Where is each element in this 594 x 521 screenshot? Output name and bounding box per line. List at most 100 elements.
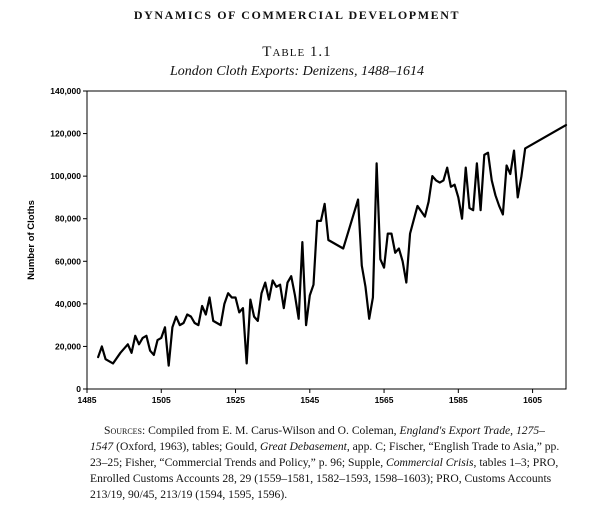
x-tick-label: 1485	[78, 395, 97, 405]
data-points	[97, 124, 567, 367]
data-point	[127, 343, 129, 345]
y-tick-label: 80,000	[55, 214, 81, 224]
data-point	[145, 335, 148, 337]
sources-text-3: , app. C; Fischer, “English Trade to Asi…	[90, 440, 560, 469]
data-point	[461, 218, 463, 220]
data-point	[487, 152, 489, 154]
data-point	[97, 356, 99, 358]
data-point	[260, 292, 263, 294]
sources-book-1: England's Export Trade, 1275–1547	[90, 424, 545, 453]
data-point	[364, 286, 367, 288]
y-tick-label: 0	[76, 384, 81, 394]
data-point	[390, 233, 393, 235]
data-point	[216, 322, 218, 324]
data-point	[220, 324, 222, 326]
data-point	[264, 281, 266, 284]
data-point	[442, 179, 445, 181]
data-point	[342, 247, 344, 250]
data-point	[454, 184, 456, 186]
data-point	[357, 198, 359, 201]
data-point	[528, 145, 530, 147]
data-point	[416, 205, 419, 207]
data-point	[164, 326, 166, 328]
data-point	[502, 213, 504, 216]
data-point	[249, 299, 251, 301]
data-point	[119, 352, 122, 354]
x-tick-label: 1505	[152, 395, 171, 405]
x-tick-label: 1525	[226, 395, 245, 405]
data-point	[223, 303, 225, 305]
data-point	[312, 284, 315, 286]
sources-book-3: Commercial Crisis	[386, 456, 474, 469]
data-point	[494, 194, 497, 196]
data-point	[179, 324, 181, 326]
data-point	[424, 215, 426, 218]
data-point	[320, 220, 322, 222]
x-tick-label: 1585	[449, 395, 468, 405]
data-point	[168, 364, 170, 367]
data-point	[520, 175, 523, 177]
data-point	[153, 354, 155, 356]
data-point	[491, 179, 493, 181]
data-point	[294, 294, 296, 296]
data-point	[517, 196, 519, 199]
data-point	[194, 322, 196, 324]
x-tick-label: 1605	[523, 395, 542, 405]
data-point	[246, 362, 248, 365]
data-point	[197, 324, 199, 326]
data-point	[190, 316, 192, 318]
sources-text-4: , tables 1–3; PRO, Enrolled Customs Acco…	[90, 456, 559, 501]
data-point	[104, 358, 107, 360]
y-tick-label: 140,000	[50, 86, 81, 96]
data-point	[268, 299, 270, 301]
data-point	[398, 247, 400, 250]
data-point	[472, 209, 474, 211]
data-point	[130, 352, 133, 354]
data-point	[186, 313, 188, 316]
data-point	[160, 337, 162, 339]
y-axis-ticks: 0 20,000 40,000 60,000 80,000 100,000 120,000 1…	[50, 86, 87, 394]
data-point	[298, 318, 300, 320]
data-point	[468, 207, 471, 209]
running-head: DYNAMICS OF COMMERCIAL DEVELOPMENT	[133, 8, 461, 22]
y-tick-label: 100,000	[50, 171, 81, 181]
data-point	[531, 143, 534, 145]
data-point	[524, 147, 526, 150]
data-point	[283, 307, 285, 309]
data-point	[149, 350, 151, 352]
data-point	[327, 239, 329, 241]
data-point	[435, 179, 437, 181]
data-point	[405, 281, 407, 284]
data-point	[505, 164, 508, 167]
data-point	[324, 203, 326, 205]
data-point	[498, 205, 500, 207]
data-point	[290, 275, 292, 277]
data-point	[182, 322, 185, 324]
data-point	[275, 286, 277, 288]
y-axis-title: Number of Cloths	[26, 200, 37, 280]
series-line-denizen-exports	[97, 123, 568, 367]
data-point	[279, 284, 281, 286]
data-point	[383, 267, 385, 269]
y-tick-label: 60,000	[55, 256, 81, 266]
data-point	[379, 258, 381, 260]
sources-text-1: : Compiled from E. M. Carus-Wilson and O…	[142, 424, 400, 437]
data-point	[361, 264, 363, 267]
data-point	[238, 311, 240, 313]
data-point	[112, 362, 114, 365]
data-point	[483, 154, 485, 156]
plot-frame	[86, 90, 567, 390]
data-point	[428, 201, 430, 203]
data-point	[480, 209, 482, 211]
data-point	[156, 339, 159, 341]
data-point	[309, 294, 311, 296]
data-point	[142, 337, 144, 339]
data-point	[439, 181, 441, 184]
data-point	[316, 220, 318, 222]
data-point	[446, 167, 448, 169]
data-point	[101, 345, 103, 348]
chart-axes	[86, 90, 567, 390]
data-point	[368, 318, 370, 320]
x-tick-label: 1565	[375, 395, 394, 405]
data-point	[394, 252, 396, 254]
